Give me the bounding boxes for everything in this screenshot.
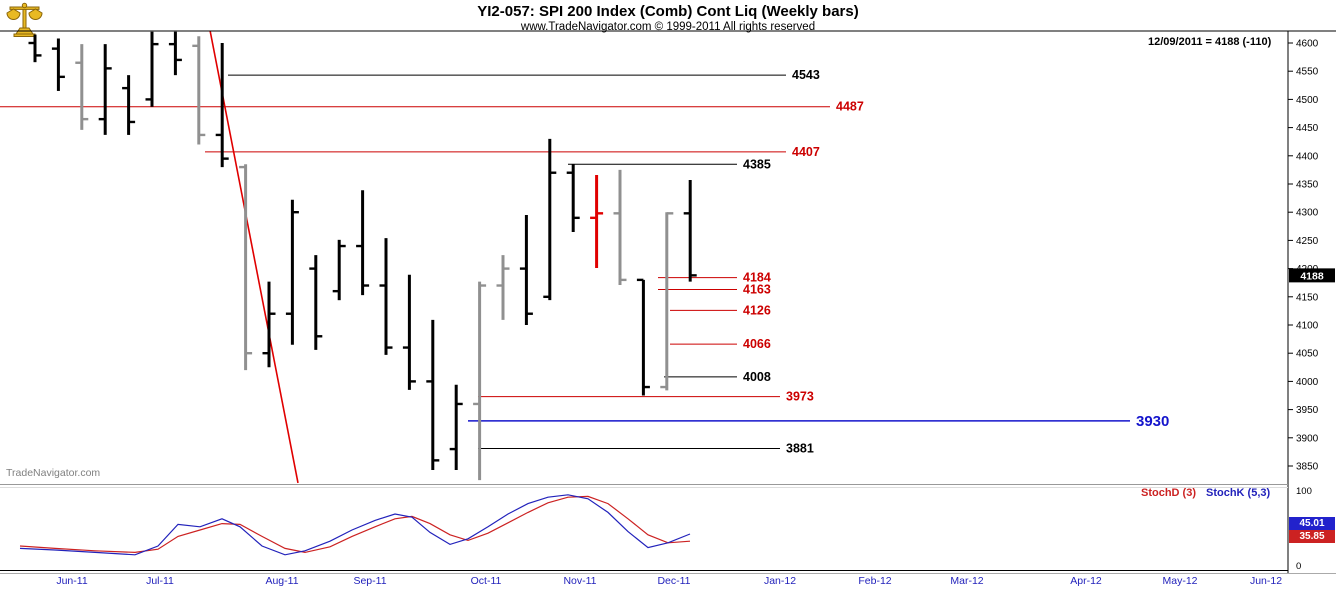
price-tick-label: 4050: [1296, 349, 1319, 360]
month-label: Jul-11: [146, 575, 174, 587]
level-label: 3930: [1136, 413, 1169, 430]
level-label: 4487: [836, 100, 864, 114]
trend-line: [209, 31, 299, 484]
last-quote-readout: 12/09/2011 = 4188 (-110): [1148, 36, 1272, 48]
month-label: Oct-11: [471, 575, 502, 587]
price-tick-label: 4150: [1296, 292, 1319, 303]
price-tick-label: 4600: [1296, 39, 1319, 50]
month-label: Apr-12: [1070, 575, 1102, 587]
month-label: Sep-11: [353, 575, 386, 587]
watermark: TradeNavigator.com: [6, 467, 101, 479]
tradenavigator-scales-logo: [6, 2, 43, 37]
last-price-badge: [1289, 268, 1335, 283]
level-label: 4126: [743, 303, 771, 317]
price-tick-label: 4000: [1296, 377, 1319, 388]
chart-title: YI2-057: SPI 200 Index (Comb) Cont Liq (…: [477, 3, 859, 20]
month-label: Jan-12: [764, 575, 796, 587]
level-label: 4184: [743, 271, 771, 285]
price-tick-label: 4350: [1296, 180, 1319, 191]
level-label: 4163: [743, 282, 771, 296]
level-label: 4543: [792, 68, 820, 82]
stoch-axis-bottom: 0: [1296, 561, 1301, 572]
month-label: Nov-11: [563, 575, 596, 587]
level-label: 4385: [743, 157, 771, 171]
price-tick-label: 4550: [1296, 67, 1319, 78]
stoch-k-label: StochK (5,3): [1206, 487, 1271, 499]
price-tick-label: 4250: [1296, 236, 1319, 247]
month-label: Dec-11: [657, 575, 690, 587]
price-tick-label: 4500: [1296, 95, 1319, 106]
stoch-k-line: [19, 494, 691, 556]
stoch-d-label: StochD (3): [1141, 487, 1196, 499]
month-label: Feb-12: [858, 575, 891, 587]
month-label: May-12: [1162, 575, 1197, 587]
chart-subtitle: www.TradeNavigator.com © 1999-2011 All r…: [520, 21, 816, 33]
stoch-axis-top: 100: [1296, 486, 1312, 497]
stoch-d-value-badge: 35.85: [1289, 530, 1335, 543]
stoch-k-value-badge: 45.01: [1289, 517, 1335, 530]
level-label: 3881: [786, 442, 814, 456]
level-label: 4407: [792, 145, 820, 159]
price-tick-label: 3950: [1296, 405, 1319, 416]
price-tick-label: 4300: [1296, 208, 1319, 219]
month-label: Mar-12: [950, 575, 983, 587]
month-label: Aug-11: [265, 575, 298, 587]
level-label: 3973: [786, 390, 814, 404]
level-label: 4066: [743, 337, 771, 351]
level-label: 4008: [743, 370, 771, 384]
month-label: Jun-11: [56, 575, 87, 587]
stoch-d-line: [19, 495, 691, 554]
price-tick-label: 4450: [1296, 123, 1319, 134]
last-price-badge-text: 4188: [1300, 270, 1324, 282]
month-label: Jun-12: [1250, 575, 1282, 587]
price-tick-label: 3850: [1296, 462, 1319, 473]
price-tick-label: 4100: [1296, 321, 1319, 332]
price-tick-label: 4400: [1296, 151, 1319, 162]
price-tick-label: 3900: [1296, 433, 1319, 444]
